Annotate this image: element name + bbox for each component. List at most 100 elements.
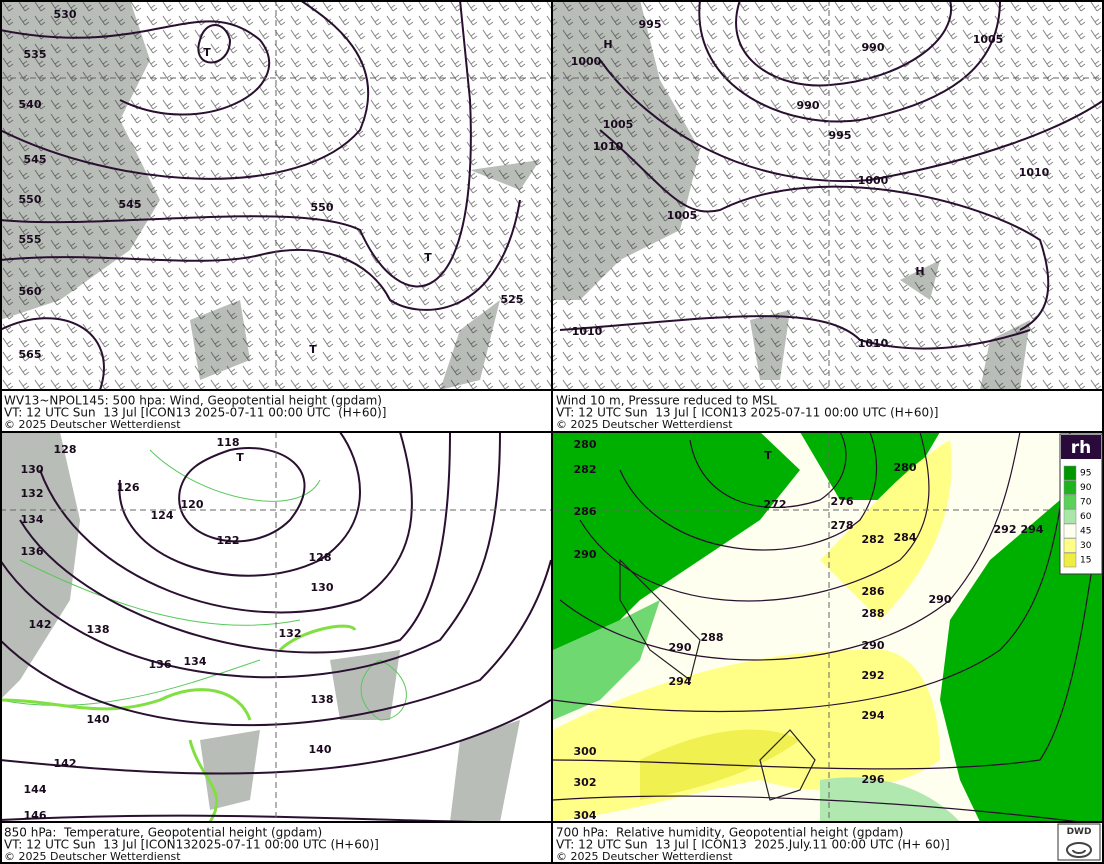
contour-label: 530	[54, 8, 77, 21]
caption-line: VT: 12 UTC Sun 13 Jul [ ICON13 2025.July…	[556, 838, 950, 852]
rh-legend: rh 95 90 70 60 45 30 15	[1059, 433, 1103, 575]
contour-label: 128	[309, 551, 332, 564]
contour-label: H	[603, 38, 612, 51]
contour-label: 126	[117, 481, 140, 494]
contour-label: H	[915, 265, 924, 278]
contour-label: 535	[24, 48, 47, 61]
contour-label: 302	[574, 776, 597, 789]
caption-line: © 2025 Deutscher Wetterdienst	[4, 418, 181, 431]
contour-label: 545	[24, 153, 47, 166]
legend-label: 45	[1080, 527, 1091, 537]
contour-label: 545	[119, 198, 142, 211]
contour-label: 140	[309, 743, 332, 756]
caption-line: Wind 10 m, Pressure reduced to MSL	[556, 394, 777, 408]
contour-label: 290	[929, 593, 952, 606]
contour-label: 525	[501, 293, 524, 306]
legend-label: 15	[1080, 556, 1091, 566]
caption-line: WV13~NPOL145: 500 hpa: Wind, Geopotentia…	[4, 394, 382, 408]
contour-label: 132	[21, 487, 44, 500]
contour-label: T	[424, 251, 432, 264]
contour-label: 280	[574, 438, 597, 451]
contour-label: 296	[862, 773, 885, 786]
contour-label: 282	[862, 533, 885, 546]
contour-label: 144	[24, 783, 47, 796]
contour-label: 288	[862, 607, 885, 620]
contour-label: 278	[831, 519, 854, 532]
contour-label: 1005	[667, 209, 698, 222]
caption-line: VT: 12 UTC Sun 13 Jul [ICON132025-07-11 …	[4, 838, 379, 852]
legend-swatch	[1063, 509, 1077, 524]
contour-label: 294	[1021, 523, 1044, 536]
contour-label: 130	[311, 581, 334, 594]
contour-label: T	[764, 449, 772, 462]
contour-label: 136	[21, 545, 44, 558]
legend-swatch	[1063, 480, 1077, 495]
contour-label: 550	[19, 193, 42, 206]
contour-label: 1010	[593, 140, 624, 153]
contour-label: 995	[639, 18, 662, 31]
contour-label: 294	[862, 709, 885, 722]
contour-label: 990	[797, 99, 820, 112]
contour-label: 276	[831, 495, 854, 508]
logo-text: DWD	[1067, 827, 1092, 837]
contour-label: 292	[994, 523, 1017, 536]
contour-label: 142	[29, 618, 52, 631]
contour-label: 560	[19, 285, 42, 298]
contour-label: 286	[574, 505, 597, 518]
contour-label: 130	[21, 463, 44, 476]
contour-label: 288	[701, 631, 724, 644]
legend-swatch	[1063, 494, 1077, 510]
legend-label: 95	[1080, 469, 1091, 479]
legend-label: 90	[1080, 483, 1092, 493]
contour-label: 140	[87, 713, 110, 726]
contour-label: 555	[19, 233, 42, 246]
contour-label: 120	[181, 498, 204, 511]
contour-label: 138	[87, 623, 110, 636]
contour-label: 134	[21, 513, 44, 526]
contour-label: 138	[311, 693, 334, 706]
caption-line: © 2025 Deutscher Wetterdienst	[556, 850, 733, 863]
legend-label: 70	[1080, 498, 1092, 508]
legend-label: 30	[1080, 541, 1092, 551]
contour-label: 1005	[973, 33, 1004, 46]
contour-label: 1000	[858, 174, 889, 187]
contour-label: 134	[184, 655, 207, 668]
contour-label: 290	[669, 641, 692, 654]
map-850hpa	[0, 432, 551, 822]
legend-title: rh	[1071, 438, 1092, 458]
contour-label: 1000	[571, 55, 602, 68]
contour-label: 304	[574, 809, 597, 822]
caption-line: VT: 12 UTC Sun 13 Jul [ ICON13 2025-07-1…	[556, 406, 938, 420]
contour-label: 1005	[603, 118, 634, 131]
contour-label: 128	[54, 443, 77, 456]
contour-label: 136	[149, 658, 172, 671]
contour-label: 1010	[1019, 166, 1050, 179]
contour-label: 290	[574, 548, 597, 561]
contour-label: T	[309, 343, 317, 356]
dwd-logo: DWD	[1057, 823, 1101, 861]
caption-line: 700 hPa: Relative humidity, Geopotential…	[556, 826, 903, 840]
contour-label: 294	[669, 675, 692, 688]
contour-label: 1010	[858, 337, 889, 350]
contour-label: 990	[862, 41, 885, 54]
contour-label: 1010	[572, 325, 603, 338]
contour-label: 550	[311, 201, 334, 214]
contour-label: 146	[24, 809, 47, 822]
legend-swatch	[1063, 465, 1077, 481]
legend-swatch	[1063, 523, 1077, 539]
caption-line: VT: 12 UTC Sun 13 Jul [ICON13 2025-07-11…	[4, 406, 386, 420]
contour-label: 124	[151, 509, 174, 522]
legend-label: 60	[1080, 512, 1092, 522]
caption-line: 850 hPa: Temperature, Geopotential heigh…	[4, 826, 322, 840]
contour-label: 118	[217, 436, 240, 449]
legend-swatch	[1063, 552, 1077, 568]
caption-line: © 2025 Deutscher Wetterdienst	[556, 418, 733, 431]
contour-label: 272	[764, 498, 787, 511]
contour-label: 282	[574, 463, 597, 476]
legend-swatch	[1063, 538, 1077, 553]
contour-label: 995	[829, 129, 852, 142]
caption-line: © 2025 Deutscher Wetterdienst	[4, 850, 181, 863]
contour-label: 142	[54, 757, 77, 770]
